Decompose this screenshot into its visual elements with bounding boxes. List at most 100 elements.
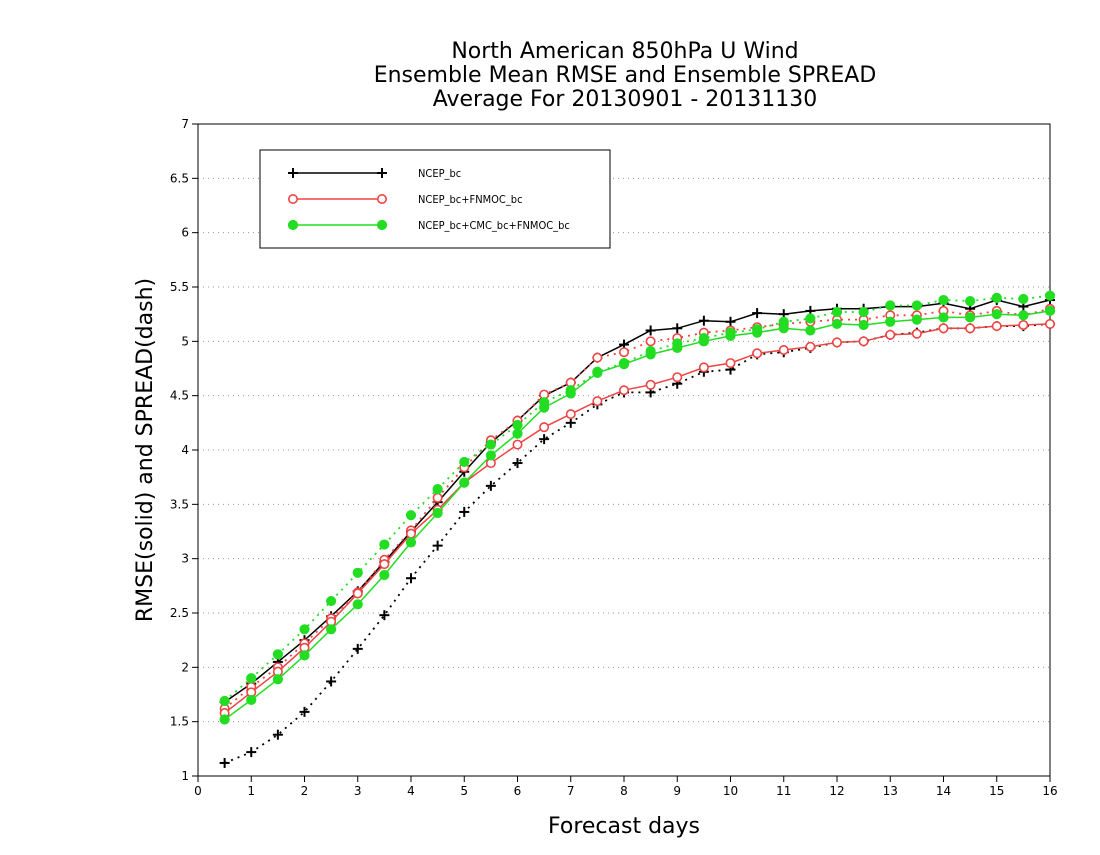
spread-point (459, 456, 470, 468)
spread-point (299, 624, 310, 635)
spread-point (272, 729, 283, 740)
rmse-point (911, 328, 922, 339)
rmse-point (405, 537, 417, 548)
spread-point (219, 695, 230, 707)
spread-line (224, 307, 1051, 710)
legend-marker (287, 194, 298, 205)
y-tick-label: 5.5 (170, 280, 189, 294)
rmse-point (592, 396, 603, 407)
x-tick-label: 3 (354, 784, 362, 798)
rmse-point (405, 528, 416, 539)
y-axis-ticks: 1 1.5 2 2.5 3 3.5 4 4.5 5 5.5 6 6.5 7 (170, 117, 198, 783)
spread-point (1044, 290, 1056, 301)
y-tick-label: 6 (181, 226, 189, 240)
rmse-point (698, 315, 709, 326)
y-tick-label: 4.5 (170, 389, 189, 403)
rmse-point (1018, 310, 1029, 321)
rmse-point (938, 312, 949, 323)
x-tick-label: 4 (407, 784, 415, 798)
rmse-point (805, 341, 816, 352)
rmse-line (224, 299, 1051, 703)
x-tick-label: 1 (247, 784, 255, 798)
spread-point (326, 676, 337, 687)
spread-point (1018, 293, 1029, 305)
x-tick-label: 7 (567, 784, 575, 798)
rmse-point (805, 325, 816, 336)
spread-point (459, 506, 470, 517)
y-axis-label: RMSE(solid) and SPREAD(dash) (133, 278, 158, 622)
rmse-point (539, 422, 550, 433)
rmse-point (645, 325, 656, 336)
spread-point (405, 510, 417, 521)
rmse-point (965, 312, 976, 323)
rmse-point (645, 379, 656, 390)
spread-point (512, 419, 523, 431)
chart-title-line: Ensemble Mean RMSE and Ensemble SPREAD (374, 63, 877, 88)
spread-point (938, 294, 949, 306)
rmse-point (885, 316, 896, 327)
rmse-point (831, 337, 842, 348)
x-tick-label: 5 (460, 784, 468, 798)
legend-marker (376, 219, 388, 231)
series-0 (219, 295, 1055, 768)
series-layer (219, 290, 1056, 768)
x-tick-label: 13 (883, 784, 898, 798)
rmse-point (725, 316, 736, 327)
x-tick-label: 15 (989, 784, 1004, 798)
rmse-point (698, 336, 709, 347)
rmse-point (1045, 318, 1056, 329)
spread-point (512, 458, 523, 469)
spread-point (379, 539, 390, 550)
rmse-point (991, 309, 1002, 320)
legend-marker (288, 168, 298, 178)
legend-label: NCEP_bc+FNMOC_bc (418, 193, 523, 206)
spread-point (885, 300, 896, 311)
spread-point (352, 567, 363, 578)
y-tick-label: 1.5 (170, 715, 189, 729)
legend-marker (377, 168, 387, 178)
spread-point (805, 313, 816, 324)
y-gridlines (198, 177, 1050, 723)
rmse-point (725, 358, 736, 369)
spread-point (618, 347, 629, 358)
y-tick-label: 3 (181, 552, 189, 566)
y-tick-label: 5 (181, 334, 189, 348)
rmse-point (991, 321, 1002, 332)
spread-point (432, 484, 443, 495)
y-tick-label: 3.5 (170, 497, 189, 511)
rmse-point (672, 323, 683, 334)
spread-point (246, 747, 257, 758)
rmse-point (352, 588, 363, 599)
legend-marker (376, 194, 387, 205)
spread-point (326, 595, 337, 607)
x-tick-label: 2 (301, 784, 309, 798)
spread-line (224, 323, 1051, 764)
rmse-point (858, 319, 869, 331)
x-axis-label: Forecast days (548, 814, 700, 839)
x-tick-label: 12 (829, 784, 844, 798)
rmse-point (618, 385, 629, 396)
legend: NCEP_bc NCEP_bc+FNMOC_bc NCEP_bc+CMC_bc+FN… (259, 149, 611, 249)
spread-point (911, 300, 922, 311)
y-tick-label: 7 (181, 117, 189, 131)
rmse-point (778, 323, 789, 334)
rmse-point (219, 714, 230, 725)
rmse-point (512, 428, 523, 439)
rmse-point (459, 477, 470, 488)
rmse-point (752, 327, 763, 338)
rmse-point (592, 367, 603, 378)
rmse-point (1018, 320, 1029, 331)
rmse-point (778, 345, 789, 356)
rmse-point (752, 348, 763, 359)
rmse-point (645, 349, 656, 360)
rmse-line (224, 310, 1051, 721)
rmse-point (965, 323, 976, 334)
y-tick-label: 4 (181, 443, 189, 457)
spread-point (246, 673, 257, 684)
rmse-point (858, 336, 869, 347)
rmse-point (885, 329, 896, 340)
rmse-point (618, 359, 630, 370)
